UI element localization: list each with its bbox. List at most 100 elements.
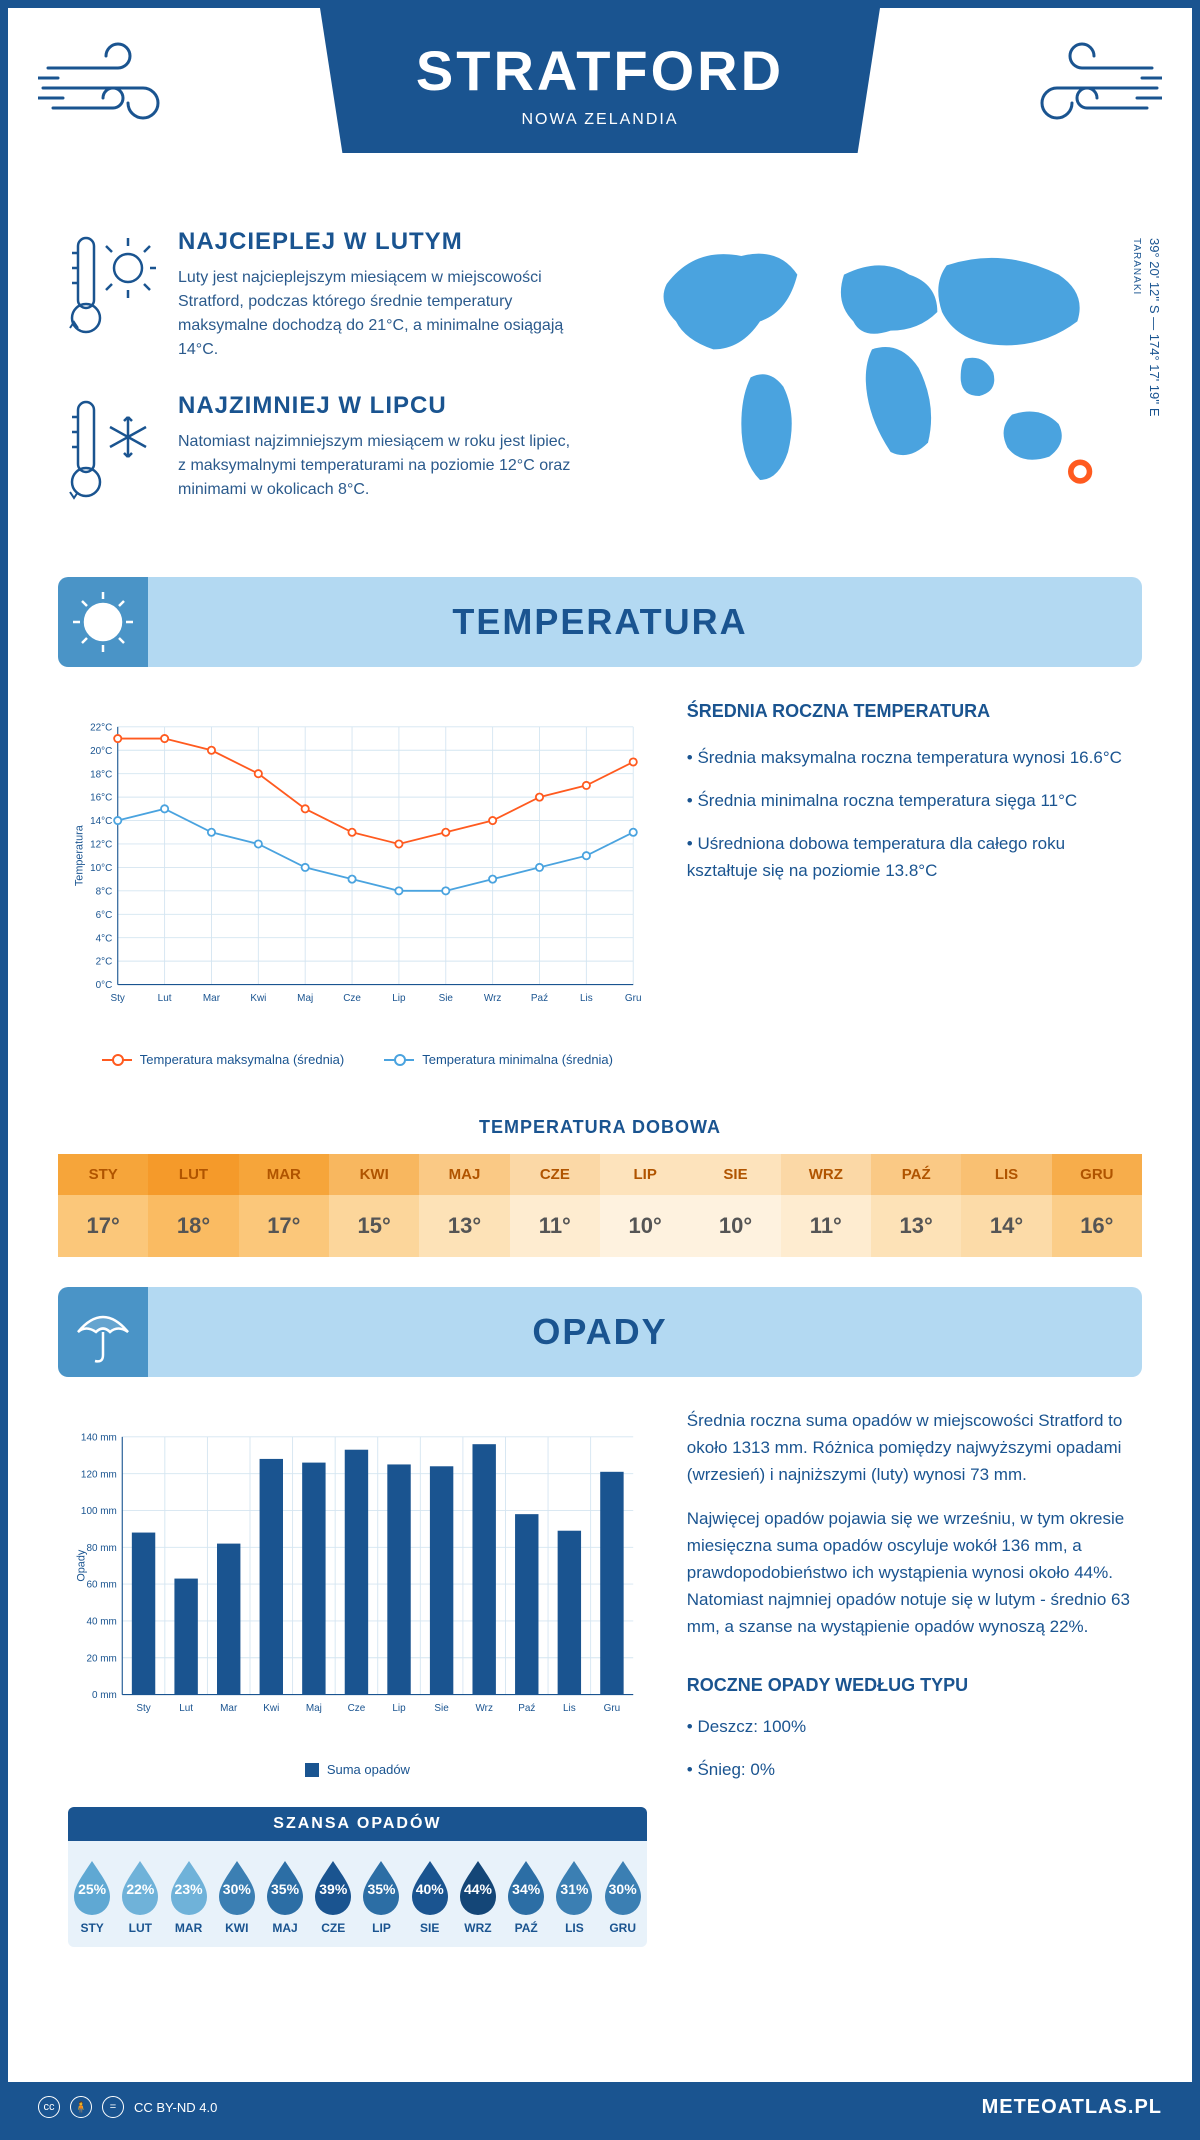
precipitation-chart: 0 mm20 mm40 mm60 mm80 mm100 mm120 mm140 … bbox=[68, 1407, 647, 1947]
license-text: CC BY-ND 4.0 bbox=[134, 2100, 217, 2115]
rain-type-title: ROCZNE OPADY WEDŁUG TYPU bbox=[687, 1671, 1132, 1700]
month-header: MAR bbox=[239, 1154, 329, 1195]
month-header: STY bbox=[58, 1154, 148, 1195]
rain-type: ROCZNE OPADY WEDŁUG TYPU • Deszcz: 100% … bbox=[687, 1671, 1132, 1784]
month-header: CZE bbox=[510, 1154, 600, 1195]
svg-text:Kwi: Kwi bbox=[263, 1703, 279, 1714]
month-header: WRZ bbox=[781, 1154, 871, 1195]
svg-text:Lip: Lip bbox=[392, 1703, 406, 1714]
svg-text:Cze: Cze bbox=[348, 1703, 366, 1714]
footer: cc 🧍 = CC BY-ND 4.0 METEOATLAS.PL bbox=[8, 2082, 1192, 2132]
rain-chance: SZANSA OPADÓW 25% STY 22% LUT 23% MAR 30… bbox=[68, 1807, 647, 1947]
location-marker bbox=[1071, 462, 1090, 481]
svg-text:Paź: Paź bbox=[518, 1703, 535, 1714]
cc-icon: cc bbox=[38, 2096, 60, 2118]
site-name: METEOATLAS.PL bbox=[982, 2096, 1162, 2119]
temperature-section: 0°C2°C4°C6°C8°C10°C12°C14°C16°C18°C20°C2… bbox=[8, 667, 1192, 1097]
month-value: 14° bbox=[961, 1195, 1051, 1257]
month-value: 17° bbox=[58, 1195, 148, 1257]
svg-text:Lut: Lut bbox=[158, 993, 172, 1004]
page: STRATFORD NOWA ZELANDIA NAJCIEPLEJ W LUT… bbox=[0, 0, 1200, 2140]
svg-text:60 mm: 60 mm bbox=[86, 1580, 116, 1591]
month-header: GRU bbox=[1052, 1154, 1142, 1195]
month-value: 11° bbox=[781, 1195, 871, 1257]
svg-text:Kwi: Kwi bbox=[250, 993, 266, 1004]
svg-text:20°C: 20°C bbox=[90, 746, 112, 757]
svg-text:16°C: 16°C bbox=[90, 793, 112, 804]
month-value: 13° bbox=[871, 1195, 961, 1257]
svg-text:20 mm: 20 mm bbox=[86, 1653, 116, 1664]
umbrella-icon bbox=[58, 1287, 148, 1377]
svg-text:Wrz: Wrz bbox=[484, 993, 502, 1004]
rain-chance-title: SZANSA OPADÓW bbox=[68, 1807, 647, 1841]
temperature-chart: 0°C2°C4°C6°C8°C10°C12°C14°C16°C18°C20°C2… bbox=[68, 697, 647, 1067]
fact-warmest-title: NAJCIEPLEJ W LUTYM bbox=[178, 228, 572, 256]
svg-text:10°C: 10°C bbox=[90, 863, 112, 874]
wind-icon bbox=[38, 38, 198, 138]
month-header: SIE bbox=[690, 1154, 780, 1195]
svg-text:0°C: 0°C bbox=[96, 980, 113, 991]
month-header: KWI bbox=[329, 1154, 419, 1195]
svg-text:Cze: Cze bbox=[343, 993, 361, 1004]
intro-facts: NAJCIEPLEJ W LUTYM Luty jest najcieplejs… bbox=[68, 228, 572, 547]
title-banner: STRATFORD NOWA ZELANDIA bbox=[320, 8, 880, 153]
thermometer-snowflake-icon bbox=[68, 392, 158, 517]
month-value: 15° bbox=[329, 1195, 419, 1257]
rain-drop: 30% KWI bbox=[213, 1857, 261, 1935]
month-value: 10° bbox=[690, 1195, 780, 1257]
legend-max: Temperatura maksymalna (średnia) bbox=[140, 1052, 344, 1067]
coords-label: 39° 20' 12'' S — 174° 17' 19'' E bbox=[1147, 238, 1162, 417]
section-header-temperature: TEMPERATURA bbox=[58, 577, 1142, 667]
svg-text:4°C: 4°C bbox=[96, 933, 113, 944]
svg-text:Sie: Sie bbox=[434, 1703, 449, 1714]
legend-min: Temperatura minimalna (średnia) bbox=[422, 1052, 613, 1067]
page-title: STRATFORD bbox=[340, 38, 860, 103]
svg-text:14°C: 14°C bbox=[90, 816, 112, 827]
svg-text:Maj: Maj bbox=[306, 1703, 322, 1714]
svg-text:2°C: 2°C bbox=[96, 957, 113, 968]
section-title: OPADY bbox=[58, 1311, 1142, 1353]
rain-chance-drops: 25% STY 22% LUT 23% MAR 30% KWI 35% MAJ … bbox=[68, 1841, 647, 1947]
month-value: 11° bbox=[510, 1195, 600, 1257]
svg-text:Paź: Paź bbox=[531, 993, 548, 1004]
precipitation-legend: Suma opadów bbox=[68, 1762, 647, 1777]
rain-drop: 31% LIS bbox=[550, 1857, 598, 1935]
precipitation-section: 0 mm20 mm40 mm60 mm80 mm100 mm120 mm140 … bbox=[8, 1377, 1192, 1977]
svg-text:Gru: Gru bbox=[604, 1703, 621, 1714]
temperature-legend: .legend-item:nth-child(1) .legend-swatch… bbox=[68, 1052, 647, 1067]
section-header-precipitation: OPADY bbox=[58, 1287, 1142, 1377]
month-header: MAJ bbox=[419, 1154, 509, 1195]
thermometer-sun-icon bbox=[68, 228, 158, 362]
rain-drop: 23% MAR bbox=[164, 1857, 212, 1935]
svg-text:Wrz: Wrz bbox=[475, 1703, 493, 1714]
section-title: TEMPERATURA bbox=[58, 601, 1142, 643]
rain-drop: 22% LUT bbox=[116, 1857, 164, 1935]
nd-icon: = bbox=[102, 2096, 124, 2118]
month-header: LUT bbox=[148, 1154, 238, 1195]
summary-paragraph: Średnia roczna suma opadów w miejscowośc… bbox=[687, 1407, 1132, 1489]
svg-text:0 mm: 0 mm bbox=[92, 1690, 117, 1701]
daily-temp-table: STYLUTMARKWIMAJCZELIPSIEWRZPAŹLISGRU17°1… bbox=[58, 1154, 1142, 1257]
svg-text:Opady: Opady bbox=[75, 1549, 87, 1582]
rain-drop: 25% STY bbox=[68, 1857, 116, 1935]
svg-text:22°C: 22°C bbox=[90, 722, 112, 733]
intro-section: NAJCIEPLEJ W LUTYM Luty jest najcieplejs… bbox=[8, 208, 1192, 547]
svg-text:12°C: 12°C bbox=[90, 840, 112, 851]
svg-text:80 mm: 80 mm bbox=[86, 1543, 116, 1554]
rain-drop: 35% LIP bbox=[357, 1857, 405, 1935]
svg-text:8°C: 8°C bbox=[96, 886, 113, 897]
svg-text:Sie: Sie bbox=[439, 993, 454, 1004]
month-value: 10° bbox=[600, 1195, 690, 1257]
rain-drop: 30% GRU bbox=[599, 1857, 647, 1935]
sun-icon bbox=[58, 577, 148, 667]
region-label: TARANAKI bbox=[1131, 238, 1142, 295]
world-map: TARANAKI 39° 20' 12'' S — 174° 17' 19'' … bbox=[612, 228, 1132, 547]
fact-coldest-title: NAJZIMNIEJ W LIPCU bbox=[178, 392, 572, 420]
svg-text:Lis: Lis bbox=[580, 993, 593, 1004]
svg-text:18°C: 18°C bbox=[90, 769, 112, 780]
svg-text:Lut: Lut bbox=[179, 1703, 193, 1714]
fact-coldest: NAJZIMNIEJ W LIPCU Natomiast najzimniejs… bbox=[68, 392, 572, 517]
month-header: LIS bbox=[961, 1154, 1051, 1195]
svg-text:Maj: Maj bbox=[297, 993, 313, 1004]
month-value: 13° bbox=[419, 1195, 509, 1257]
